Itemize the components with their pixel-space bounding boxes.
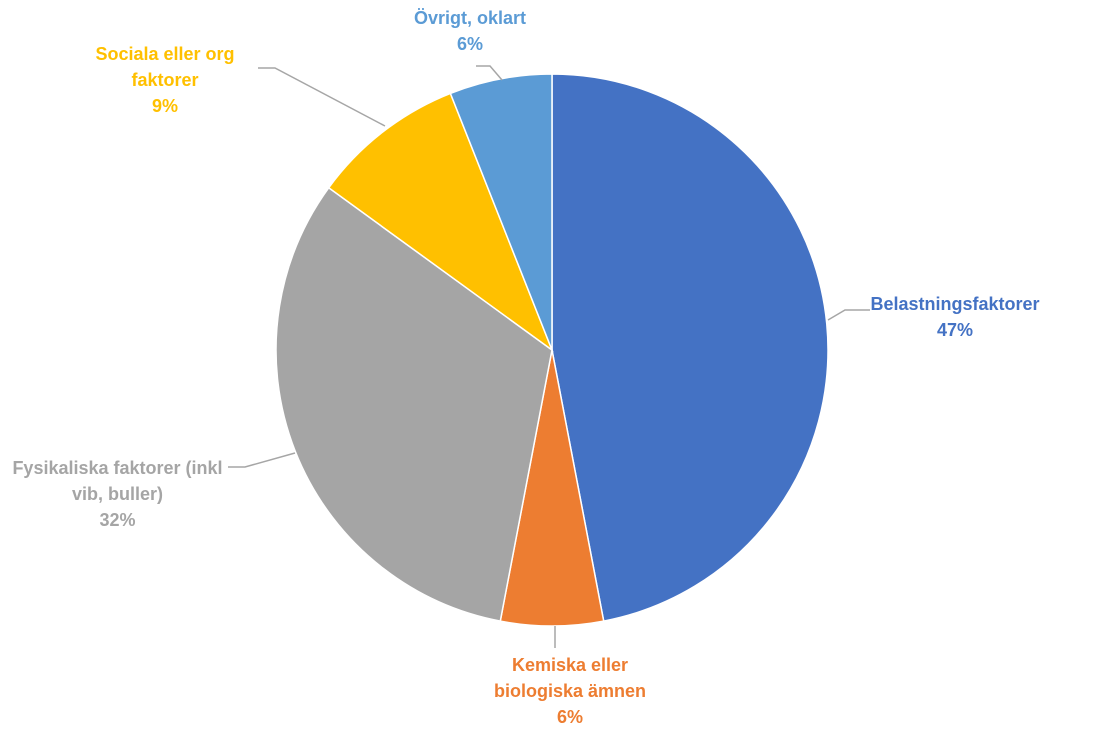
value-label: 47%: [936, 320, 974, 340]
pie-slice: [327, 92, 554, 353]
leader-line: [228, 452, 296, 468]
leader-line: [476, 65, 503, 81]
category-label: Kemiska eller biologiska ämnen: [493, 655, 647, 701]
slice-label: Fysikaliska faktorer (inkl vib, buller) 3…: [10, 455, 225, 533]
value-label: 6%: [556, 707, 583, 727]
category-label: Fysikaliska faktorer (inkl vib, buller): [12, 458, 223, 504]
leader-line: [827, 309, 870, 321]
category-label: Sociala eller org faktorer: [95, 44, 235, 90]
category-label: Övrigt, oklart: [413, 8, 527, 28]
pie-slice: [551, 73, 829, 622]
leader-line: [258, 67, 386, 127]
pie-slice: [275, 186, 553, 622]
value-label: 32%: [99, 510, 136, 530]
slice-label: Belastningsfaktorer 47%: [855, 291, 1055, 343]
value-label: 6%: [456, 34, 483, 54]
category-label: Belastningsfaktorer: [870, 294, 1040, 314]
slice-label: Övrigt, oklart 6%: [390, 5, 550, 57]
value-label: 9%: [151, 96, 178, 116]
slice-label: Kemiska eller biologiska ämnen 6%: [480, 652, 660, 730]
slice-label: Sociala eller org faktorer 9%: [70, 41, 260, 119]
